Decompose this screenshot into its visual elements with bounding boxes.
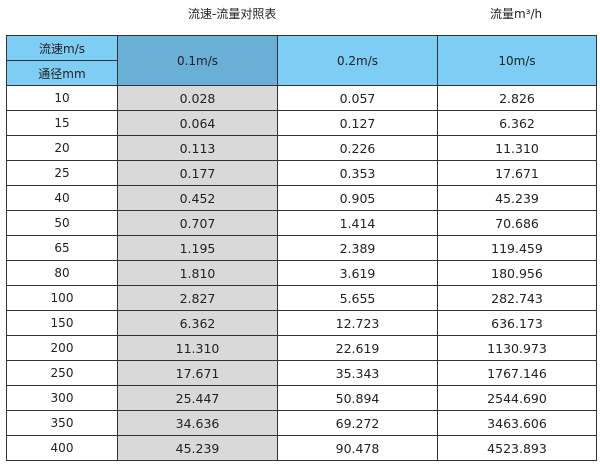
- flow-cell: 1130.973: [437, 335, 597, 361]
- flow-cell: 90.478: [277, 435, 438, 461]
- flow-cell: 12.723: [277, 310, 438, 336]
- flow-cell: 282.743: [437, 285, 597, 311]
- table-title: 流速-流量对照表: [188, 7, 277, 21]
- flow-cell: 5.655: [277, 285, 438, 311]
- flow-cell: 17.671: [117, 360, 278, 386]
- flow-cell: 2.826: [437, 85, 597, 111]
- flow-cell: 2544.690: [437, 385, 597, 411]
- table-row: 400 45.239 90.478 4523.893: [6, 435, 597, 461]
- flow-rate-table: 流速m/s 0.1m/s 0.2m/s 10m/s 通径mm 10 0.028 0.…: [6, 35, 597, 461]
- flow-cell: 22.619: [277, 335, 438, 361]
- diameter-cell: 40: [6, 185, 118, 211]
- flow-cell: 69.272: [277, 410, 438, 436]
- table-row: 25 0.177 0.353 17.671: [6, 160, 597, 186]
- flow-cell: 0.057: [277, 85, 438, 111]
- flow-cell: 0.707: [117, 210, 278, 236]
- column-header: 0.2m/s: [277, 35, 438, 86]
- flow-cell: 0.127: [277, 110, 438, 136]
- diameter-cell: 250: [6, 360, 118, 386]
- flow-cell: 3.619: [277, 260, 438, 286]
- diameter-cell: 65: [6, 235, 118, 261]
- flow-cell: 1.195: [117, 235, 278, 261]
- table-row: 15 0.064 0.127 6.362: [6, 110, 597, 136]
- flow-cell: 1.810: [117, 260, 278, 286]
- table-row: 65 1.195 2.389 119.459: [6, 235, 597, 261]
- table-row: 150 6.362 12.723 636.173: [6, 310, 597, 336]
- diameter-cell: 200: [6, 335, 118, 361]
- flow-cell: 45.239: [117, 435, 278, 461]
- flow-cell: 25.447: [117, 385, 278, 411]
- velocity-header: 流速m/s: [6, 35, 118, 61]
- flow-cell: 0.452: [117, 185, 278, 211]
- diameter-cell: 150: [6, 310, 118, 336]
- flow-cell: 1767.146: [437, 360, 597, 386]
- flow-cell: 45.239: [437, 185, 597, 211]
- diameter-cell: 50: [6, 210, 118, 236]
- diameter-cell: 20: [6, 135, 118, 161]
- column-header: 0.1m/s: [117, 35, 278, 86]
- flow-cell: 6.362: [437, 110, 597, 136]
- diameter-cell: 100: [6, 285, 118, 311]
- flow-cell: 11.310: [117, 335, 278, 361]
- flow-cell: 0.177: [117, 160, 278, 186]
- table-row: 350 34.636 69.272 3463.606: [6, 410, 597, 436]
- flow-cell: 0.905: [277, 185, 438, 211]
- flow-cell: 4523.893: [437, 435, 597, 461]
- flow-cell: 0.113: [117, 135, 278, 161]
- flow-cell: 11.310: [437, 135, 597, 161]
- flow-cell: 180.956: [437, 260, 597, 286]
- flow-cell: 2.827: [117, 285, 278, 311]
- diameter-cell: 80: [6, 260, 118, 286]
- flow-cell: 0.353: [277, 160, 438, 186]
- table-row: 250 17.671 35.343 1767.146: [6, 360, 597, 386]
- flow-cell: 1.414: [277, 210, 438, 236]
- flow-cell: 0.064: [117, 110, 278, 136]
- header-row: 通径mm: [6, 60, 597, 86]
- table-row: 300 25.447 50.894 2544.690: [6, 385, 597, 411]
- table-row: 10 0.028 0.057 2.826: [6, 85, 597, 111]
- diameter-cell: 350: [6, 410, 118, 436]
- table-row: 20 0.113 0.226 11.310: [6, 135, 597, 161]
- table-row: 50 0.707 1.414 70.686: [6, 210, 597, 236]
- flow-cell: 0.226: [277, 135, 438, 161]
- diameter-cell: 10: [6, 85, 118, 111]
- flow-cell: 35.343: [277, 360, 438, 386]
- flow-cell: 34.636: [117, 410, 278, 436]
- diameter-cell: 300: [6, 385, 118, 411]
- diameter-cell: 25: [6, 160, 118, 186]
- flow-cell: 3463.606: [437, 410, 597, 436]
- header-row: 流速m/s 0.1m/s 0.2m/s 10m/s: [6, 35, 597, 86]
- table-row: 40 0.452 0.905 45.239: [6, 185, 597, 211]
- flow-cell: 636.173: [437, 310, 597, 336]
- flow-cell: 17.671: [437, 160, 597, 186]
- flow-cell: 6.362: [117, 310, 278, 336]
- diameter-cell: 400: [6, 435, 118, 461]
- table-row: 100 2.827 5.655 282.743: [6, 285, 597, 311]
- flow-cell: 0.028: [117, 85, 278, 111]
- table-row: 80 1.810 3.619 180.956: [6, 260, 597, 286]
- flow-cell: 50.894: [277, 385, 438, 411]
- flow-cell: 2.389: [277, 235, 438, 261]
- unit-label: 流量m³/h: [490, 7, 543, 21]
- diameter-header: 通径mm: [6, 60, 118, 86]
- diameter-cell: 15: [6, 110, 118, 136]
- column-header: 10m/s: [437, 35, 597, 86]
- flow-cell: 119.459: [437, 235, 597, 261]
- table-row: 200 11.310 22.619 1130.973: [6, 335, 597, 361]
- flow-cell: 70.686: [437, 210, 597, 236]
